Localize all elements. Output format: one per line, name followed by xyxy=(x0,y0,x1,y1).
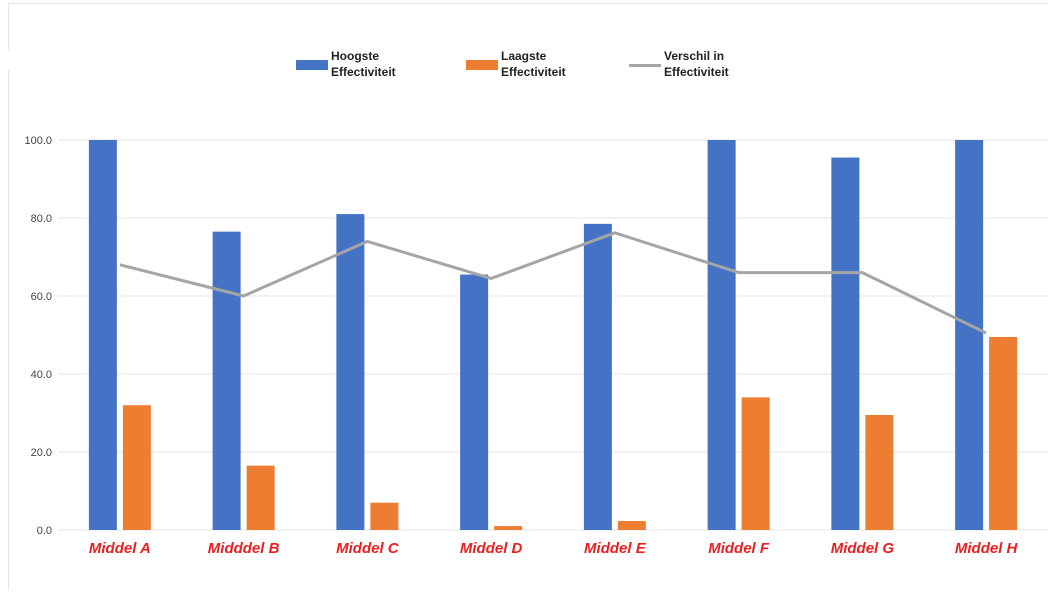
bar-laagste xyxy=(617,521,646,530)
chart-frame-top xyxy=(8,3,1048,4)
bar-laagste xyxy=(989,336,1018,530)
x-tick-label: Middel C xyxy=(336,540,400,557)
bar-hoogste xyxy=(212,231,241,530)
bar-hoogste xyxy=(336,214,365,530)
x-tick-label: Middel G xyxy=(831,540,895,557)
legend-swatch-hoogste xyxy=(296,60,328,70)
bar-hoogste xyxy=(460,274,489,530)
x-tick-label: Middel H xyxy=(955,540,1019,557)
bar-laagste xyxy=(494,526,523,530)
legend-item-hoogste: Hoogste Effectiviteit xyxy=(296,48,466,80)
legend-swatch-verschil xyxy=(629,64,661,67)
chart-legend: Hoogste Effectiviteit Laagste Effectivit… xyxy=(296,48,784,80)
legend-item-verschil: Verschil in Effectiviteit xyxy=(629,48,784,80)
legend-label-laagste: Laagste Effectiviteit xyxy=(501,49,566,79)
bar-hoogste xyxy=(707,140,736,530)
y-tick-label: 40.0 xyxy=(31,369,52,381)
y-tick-label: 20.0 xyxy=(31,447,52,459)
x-tick-label: Midddel B xyxy=(208,540,280,557)
bar-laagste xyxy=(741,397,770,530)
bar-laagste xyxy=(370,502,399,530)
y-tick-label: 0.0 xyxy=(37,525,52,537)
chart-frame-left xyxy=(8,3,9,51)
bar-hoogste xyxy=(955,140,984,530)
y-tick-label: 60.0 xyxy=(31,291,52,303)
chart-frame-left-lower xyxy=(8,70,9,590)
bar-hoogste xyxy=(831,157,860,531)
x-tick-label: Middel F xyxy=(708,540,770,557)
bar-hoogste xyxy=(583,223,612,530)
x-tick-label: Middel E xyxy=(584,540,647,557)
y-tick-label: 100.0 xyxy=(24,135,52,147)
legend-label-verschil: Verschil in Effectiviteit xyxy=(664,49,729,79)
bar-laagste xyxy=(122,405,151,530)
bar-hoogste xyxy=(88,140,117,530)
bar-laagste xyxy=(246,465,275,530)
line-verschil xyxy=(119,231,987,335)
bar-laagste xyxy=(865,414,894,530)
y-tick-label: 80.0 xyxy=(31,213,52,225)
legend-label-hoogste: Hoogste Effectiviteit xyxy=(331,49,396,79)
legend-swatch-laagste xyxy=(466,60,498,70)
legend-item-laagste: Laagste Effectiviteit xyxy=(466,48,629,80)
x-tick-label: Middel A xyxy=(89,540,151,557)
x-tick-label: Middel D xyxy=(460,540,523,557)
